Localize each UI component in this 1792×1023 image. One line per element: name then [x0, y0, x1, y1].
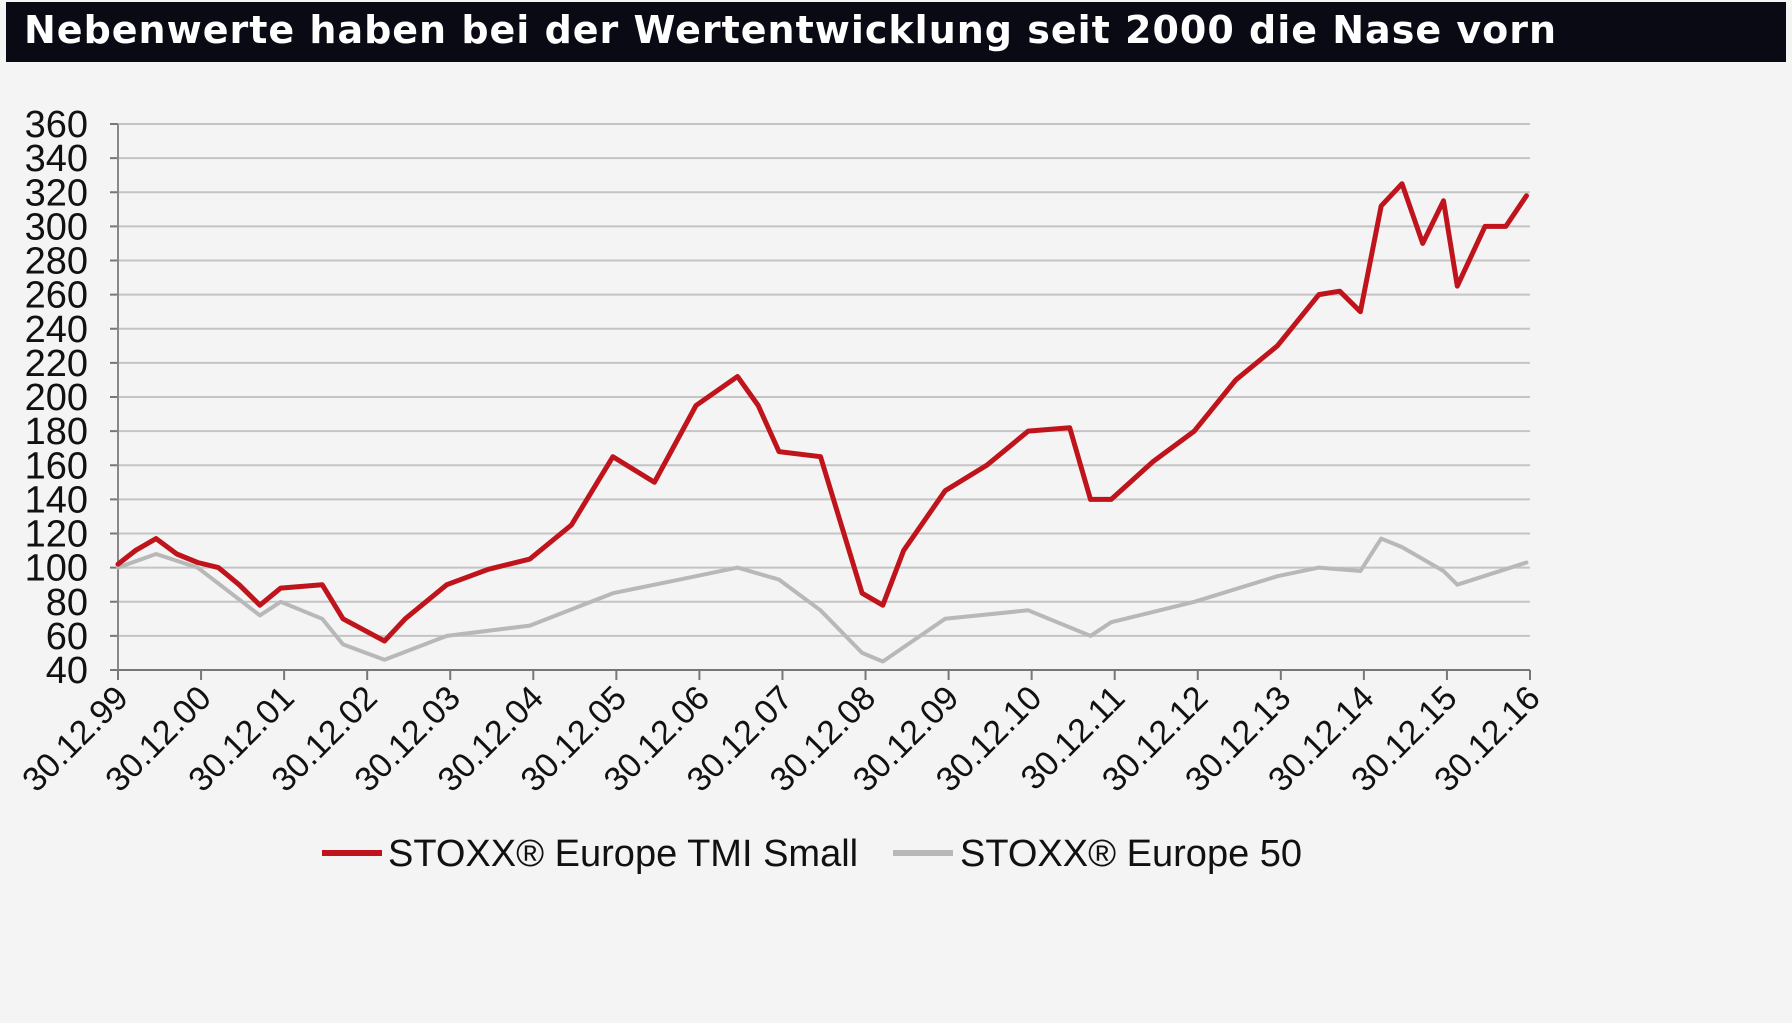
- y-tick-label: 260: [25, 275, 88, 317]
- y-axis-tick-labels: 4060801001201401601802002202402602803003…: [25, 104, 88, 692]
- legend-label: STOXX® Europe 50: [960, 833, 1302, 875]
- axes: [110, 123, 1531, 680]
- chart-title: Nebenwerte haben bei der Wertentwicklung…: [24, 8, 1557, 52]
- y-tick-label: 220: [25, 343, 88, 385]
- y-tick-label: 120: [25, 514, 88, 556]
- x-axis-tick-labels: 30.12.9930.12.0030.12.0130.12.0230.12.03…: [15, 679, 1547, 799]
- legend-label: STOXX® Europe TMI Small: [388, 833, 858, 875]
- y-tick-label: 100: [25, 548, 88, 590]
- y-tick-label: 320: [25, 172, 88, 214]
- series-line: [116, 536, 1529, 664]
- gridlines: [118, 123, 1530, 637]
- y-tick-label: 180: [25, 411, 88, 453]
- y-tick-label: 360: [25, 104, 88, 146]
- y-tick-label: 200: [25, 377, 88, 419]
- y-tick-label: 140: [25, 479, 88, 521]
- series-lines: [115, 181, 1529, 664]
- legend: STOXX® Europe TMI Small STOXX® Europe 50: [322, 833, 1302, 875]
- y-tick-label: 240: [25, 309, 88, 351]
- y-tick-label: 80: [46, 582, 88, 624]
- y-tick-label: 340: [25, 138, 88, 180]
- chart-title-bar: Nebenwerte haben bei der Wertentwicklung…: [6, 2, 1786, 62]
- y-tick-label: 60: [46, 616, 88, 658]
- y-tick-label: 40: [46, 650, 88, 692]
- y-tick-label: 160: [25, 445, 88, 487]
- y-tick-label: 300: [25, 206, 88, 248]
- y-tick-label: 280: [25, 241, 88, 283]
- series-line: [115, 181, 1529, 644]
